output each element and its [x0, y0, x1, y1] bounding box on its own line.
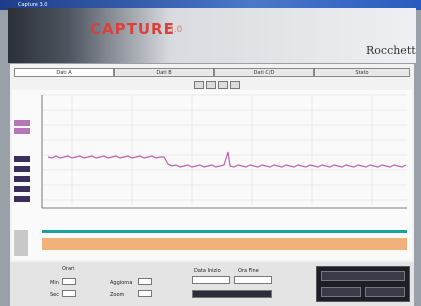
input-field[interactable]	[138, 278, 152, 285]
plot-area	[12, 90, 412, 260]
toolbar-button[interactable]	[230, 81, 240, 89]
product-version: 3.0	[168, 25, 182, 35]
control-label: Ora Fine	[238, 268, 259, 274]
side-button[interactable]	[14, 196, 30, 202]
status-field	[192, 290, 272, 298]
banner: CAPTURE 3.0 Rocchett	[8, 8, 416, 63]
control-label: Data Inizio	[194, 268, 221, 274]
tab[interactable]: Dati B	[114, 68, 214, 77]
side-button[interactable]	[14, 176, 30, 182]
date-field[interactable]	[234, 276, 272, 284]
side-button[interactable]	[14, 128, 30, 134]
action-button[interactable]	[365, 287, 405, 297]
control-label: Aggiorna	[110, 280, 132, 286]
side-button[interactable]	[14, 120, 30, 126]
control-label: Min	[50, 280, 59, 286]
control-label: Zoom	[110, 292, 124, 298]
action-panel	[316, 266, 410, 302]
toolbar-button[interactable]	[218, 81, 228, 89]
screen: Capture 3.0 CAPTURE 3.0 Rocchett Dati A …	[0, 0, 421, 306]
side-button[interactable]	[14, 156, 30, 162]
input-field[interactable]	[62, 278, 76, 285]
tab[interactable]: Dati A	[14, 68, 114, 77]
action-button[interactable]	[321, 287, 361, 297]
action-button[interactable]	[321, 271, 405, 281]
tab[interactable]: Stato	[314, 68, 410, 77]
side-button[interactable]	[14, 186, 30, 192]
input-field[interactable]	[138, 290, 152, 297]
input-field[interactable]	[62, 290, 76, 297]
brand: Rocchett	[366, 44, 416, 57]
range-band[interactable]	[42, 238, 407, 250]
scroll-track[interactable]	[42, 230, 407, 233]
toolbar-button[interactable]	[206, 81, 216, 89]
tab[interactable]: Dati C/D	[214, 68, 314, 77]
product-name: CAPTURE	[90, 20, 175, 38]
toolbar-button[interactable]	[194, 81, 204, 89]
control-label: Orari	[62, 266, 75, 272]
side-button[interactable]	[14, 166, 30, 172]
control-label: Sec	[50, 292, 59, 298]
legend-box	[14, 230, 28, 256]
date-field[interactable]	[192, 276, 230, 284]
